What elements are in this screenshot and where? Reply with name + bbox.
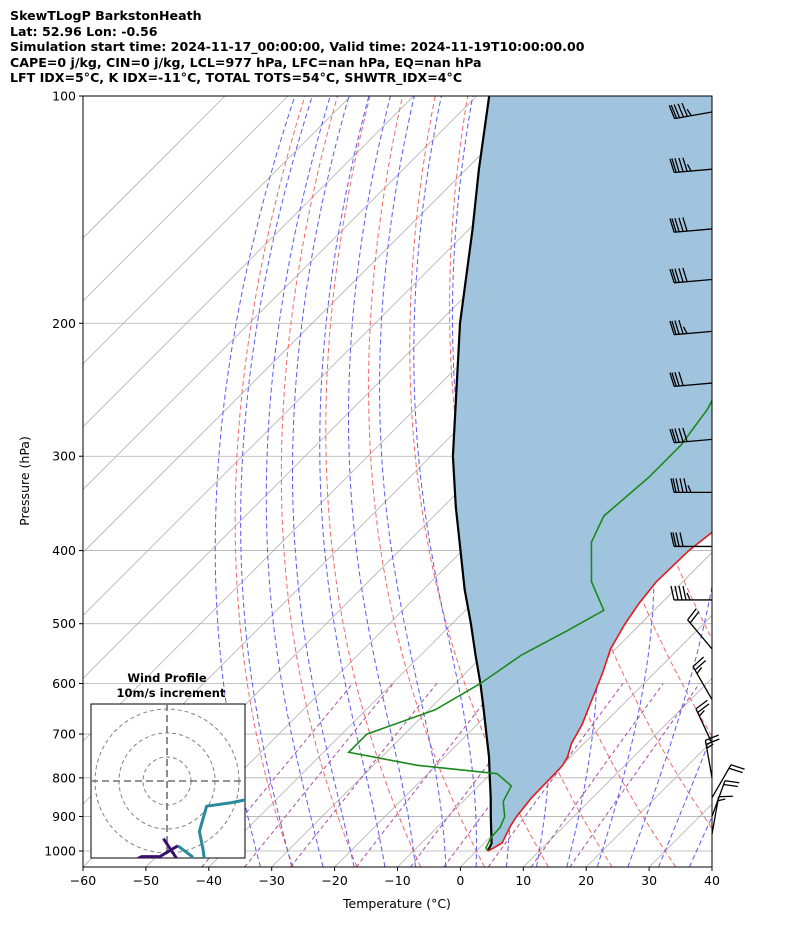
y-axis-label: Pressure (hPa)	[17, 436, 32, 526]
wind-barb	[668, 102, 713, 120]
y-tick-label: 500	[52, 616, 76, 631]
mixing-ratio-line	[530, 683, 664, 867]
isotherm-line	[83, 96, 289, 302]
x-axis-label: Temperature (°C)	[342, 896, 451, 911]
moist-adiabat	[413, 96, 477, 867]
moist-adiabat	[265, 96, 331, 867]
wind-barb	[670, 532, 712, 548]
x-tick-label: −30	[259, 873, 285, 888]
stability-indices-2: LFT IDX=5°C, K IDX=-11°C, TOTAL TOTS=54°…	[10, 70, 463, 86]
x-tick-label: −50	[133, 873, 159, 888]
wind-barb	[669, 320, 713, 336]
axes: Temperature (°C) Pressure (hPa) −60 −50 −4…	[17, 89, 720, 912]
moist-adiabat	[658, 732, 712, 867]
wind-barb	[669, 371, 713, 388]
moist-adiabat	[240, 96, 313, 867]
wind-barb	[669, 427, 713, 444]
x-tick-label: −20	[321, 873, 347, 888]
hodograph-inset: Wind Profile 10m/s increment	[90, 671, 246, 859]
isotherm-line	[83, 96, 477, 491]
station-coordinates: Lat: 52.96 Lon: -0.56	[10, 23, 158, 39]
y-tick-label: 900	[52, 809, 76, 824]
mixing-ratio-line	[290, 683, 438, 867]
wind-barb	[692, 656, 713, 700]
wind-barb	[669, 267, 713, 284]
x-tick-label: −10	[384, 873, 410, 888]
hodograph-subtitle: 10m/s increment	[117, 686, 226, 700]
dry-adiabat	[728, 96, 794, 867]
dry-adiabat	[325, 96, 422, 867]
moist-adiabat	[319, 96, 386, 867]
isotherm-line	[711, 866, 712, 867]
y-tick-label: 300	[52, 449, 76, 464]
isotherm-line	[83, 96, 226, 239]
temperature-profile-line	[487, 531, 712, 852]
x-tick-label: −60	[70, 873, 96, 888]
y-tick-label: 1000	[44, 844, 76, 859]
y-tick-label: 800	[52, 770, 76, 785]
dewpoint-profile-line	[347, 398, 712, 852]
mixing-ratio-line	[487, 683, 624, 867]
hodograph-lower-trace	[135, 837, 179, 858]
isotherm-line	[523, 677, 712, 867]
dry-adiabat	[280, 96, 358, 867]
wind-barb	[695, 699, 713, 744]
y-tick-label: 400	[52, 543, 76, 558]
wind-barb	[670, 585, 712, 601]
hodograph-title: Wind Profile	[127, 671, 207, 685]
moist-adiabat	[379, 96, 447, 867]
y-tick-label: 600	[52, 676, 76, 691]
y-tick-label: 100	[52, 89, 76, 104]
mixing-ratio-line	[569, 683, 700, 867]
parcel-profile-line	[451, 96, 493, 852]
wind-barb	[687, 608, 713, 650]
isotherm-line	[83, 96, 352, 365]
wind-barb	[670, 478, 712, 494]
stability-indices-1: CAPE=0 j/kg, CIN=0 j/kg, LCL=977 hPa, LF…	[10, 54, 482, 70]
dry-adiabat	[368, 96, 485, 867]
mixing-ratio-line	[355, 683, 500, 867]
x-tick-label: 20	[578, 873, 594, 888]
moist-adiabat	[348, 96, 416, 867]
wind-barbs	[668, 102, 745, 835]
mixing-ratio-line	[244, 683, 394, 867]
isotherm-line	[83, 96, 540, 554]
hodograph-upper-trace	[176, 798, 245, 858]
y-tick-label: 700	[52, 727, 76, 742]
isotherm-line	[83, 96, 414, 428]
wind-barb	[669, 217, 713, 233]
dry-adiabat	[234, 96, 306, 867]
x-tick-label: 0	[456, 873, 464, 888]
x-tick-label: 10	[515, 873, 531, 888]
x-tick-label: −40	[196, 873, 222, 888]
isotherm-line	[334, 489, 712, 867]
moist-adiabat	[627, 96, 712, 867]
wind-barb	[711, 764, 745, 799]
moist-adiabat	[720, 96, 794, 867]
simulation-times: Simulation start time: 2024-11-17_00:00:…	[10, 39, 585, 55]
moist-adiabat	[214, 96, 296, 867]
x-tick-label: 40	[704, 873, 720, 888]
dry-adiabat	[761, 96, 794, 867]
wind-barb	[711, 795, 733, 835]
isotherm-line	[460, 614, 712, 867]
x-tick-label: 30	[641, 873, 657, 888]
chart-title: SkewTLogP BarkstonHeath	[10, 8, 202, 23]
cin-cape-shade	[452, 96, 712, 851]
moist-adiabat	[292, 96, 355, 867]
y-tick-label: 200	[52, 316, 76, 331]
chart-header: SkewTLogP BarkstonHeath Lat: 52.96 Lon: …	[10, 8, 790, 86]
mixing-ratio-line	[409, 683, 551, 867]
wind-barb	[669, 157, 713, 174]
